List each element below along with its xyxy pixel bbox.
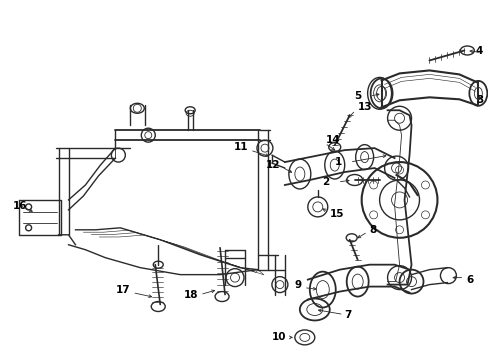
Text: 12: 12 — [265, 160, 279, 170]
Text: 6: 6 — [466, 275, 473, 285]
Text: 15: 15 — [329, 209, 344, 219]
Text: 10: 10 — [271, 332, 285, 342]
Text: 9: 9 — [294, 280, 301, 289]
Text: 4: 4 — [475, 45, 482, 55]
Text: 18: 18 — [183, 289, 198, 300]
Text: 1: 1 — [334, 157, 341, 167]
Text: 11: 11 — [233, 142, 247, 152]
Text: 8: 8 — [369, 225, 376, 235]
Text: 13: 13 — [357, 102, 371, 112]
Text: 17: 17 — [116, 284, 130, 294]
Text: 16: 16 — [13, 201, 27, 211]
Text: 7: 7 — [344, 310, 351, 320]
Text: 5: 5 — [354, 91, 361, 101]
Text: 2: 2 — [322, 177, 329, 187]
Text: 14: 14 — [325, 135, 340, 145]
Text: 3: 3 — [475, 95, 482, 105]
